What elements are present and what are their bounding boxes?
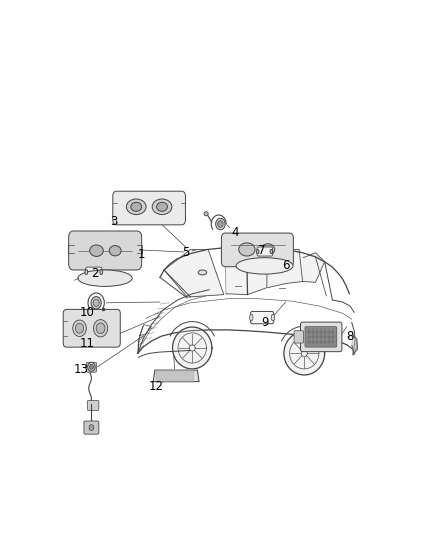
Ellipse shape xyxy=(215,219,225,230)
Polygon shape xyxy=(226,247,267,295)
Ellipse shape xyxy=(250,314,253,321)
Polygon shape xyxy=(173,327,212,369)
Ellipse shape xyxy=(109,246,121,256)
Text: 7: 7 xyxy=(258,244,265,257)
FancyBboxPatch shape xyxy=(84,421,99,434)
Ellipse shape xyxy=(89,425,94,431)
Text: 8: 8 xyxy=(346,330,354,343)
FancyBboxPatch shape xyxy=(294,330,304,343)
Text: 13: 13 xyxy=(74,363,88,376)
Ellipse shape xyxy=(198,270,207,275)
Ellipse shape xyxy=(73,320,86,336)
FancyBboxPatch shape xyxy=(69,231,141,270)
Ellipse shape xyxy=(88,362,95,372)
Ellipse shape xyxy=(89,365,93,369)
Ellipse shape xyxy=(85,270,88,274)
Text: 3: 3 xyxy=(110,215,118,229)
Ellipse shape xyxy=(78,270,132,286)
Text: 5: 5 xyxy=(182,246,189,259)
FancyBboxPatch shape xyxy=(63,309,120,347)
Ellipse shape xyxy=(131,202,141,211)
Ellipse shape xyxy=(204,212,208,216)
FancyBboxPatch shape xyxy=(257,247,273,256)
Polygon shape xyxy=(156,370,194,382)
Polygon shape xyxy=(268,249,303,288)
Text: 9: 9 xyxy=(261,316,269,329)
Ellipse shape xyxy=(239,243,255,256)
FancyBboxPatch shape xyxy=(305,327,337,347)
Ellipse shape xyxy=(157,202,167,211)
FancyBboxPatch shape xyxy=(300,322,342,352)
Ellipse shape xyxy=(257,249,259,254)
Ellipse shape xyxy=(75,324,84,333)
Ellipse shape xyxy=(271,314,275,321)
Ellipse shape xyxy=(261,244,275,255)
Ellipse shape xyxy=(91,297,101,309)
Polygon shape xyxy=(153,370,199,382)
Text: 6: 6 xyxy=(282,259,290,271)
Ellipse shape xyxy=(90,245,103,256)
FancyBboxPatch shape xyxy=(222,233,293,266)
FancyBboxPatch shape xyxy=(87,400,99,410)
Text: 1: 1 xyxy=(138,248,145,261)
Ellipse shape xyxy=(96,323,105,334)
Polygon shape xyxy=(164,249,224,297)
Ellipse shape xyxy=(270,249,272,254)
Polygon shape xyxy=(284,332,325,375)
Ellipse shape xyxy=(218,221,223,227)
Polygon shape xyxy=(303,253,325,282)
Text: 2: 2 xyxy=(91,267,99,280)
Ellipse shape xyxy=(93,320,108,337)
Ellipse shape xyxy=(93,299,99,306)
Ellipse shape xyxy=(152,199,172,215)
Ellipse shape xyxy=(127,199,146,215)
FancyBboxPatch shape xyxy=(251,311,274,324)
FancyBboxPatch shape xyxy=(86,267,102,277)
Text: 4: 4 xyxy=(231,226,238,239)
Text: 12: 12 xyxy=(149,379,164,393)
Ellipse shape xyxy=(236,257,293,274)
FancyBboxPatch shape xyxy=(86,362,96,372)
Text: 11: 11 xyxy=(80,336,95,350)
Polygon shape xyxy=(352,335,357,353)
Text: 10: 10 xyxy=(80,306,95,319)
Ellipse shape xyxy=(100,270,102,274)
FancyBboxPatch shape xyxy=(113,191,185,225)
